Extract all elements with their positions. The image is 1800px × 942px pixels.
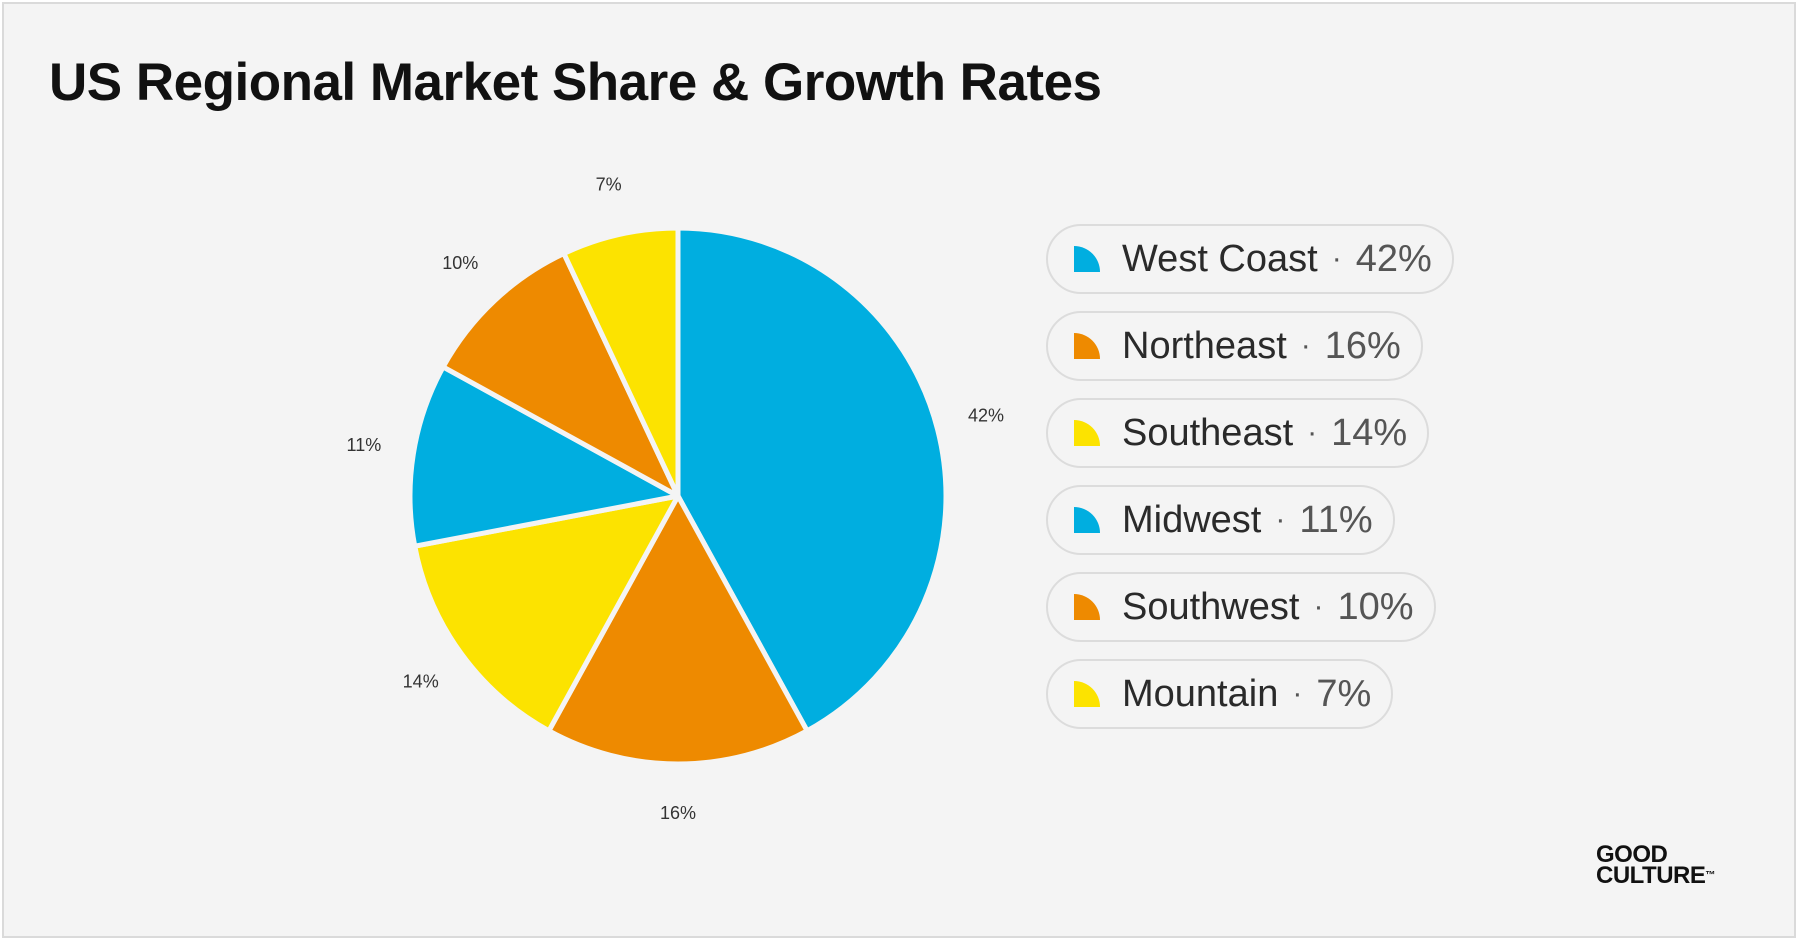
quarter-circle-icon [1074, 681, 1100, 707]
slice-label-mountain: 7% [596, 174, 622, 194]
quarter-circle-icon [1074, 333, 1100, 359]
quarter-circle-icon [1074, 594, 1100, 620]
legend-item-name: Southwest [1122, 585, 1300, 628]
legend-separator: · [1300, 329, 1311, 362]
legend-item-value: 10% [1337, 585, 1414, 628]
slice-label-northeast: 16% [660, 803, 696, 823]
pie-slice-northeast [546, 493, 810, 767]
slice-label-southeast: 14% [403, 672, 439, 692]
legend-item-name: Northeast [1122, 324, 1287, 367]
quarter-circle-icon [1074, 246, 1100, 272]
pie-slices [407, 225, 949, 767]
legend-item-mountain: Mountain · 7% [1046, 659, 1394, 729]
slice-label-southwest: 10% [442, 253, 478, 273]
good-culture-logo: GOOD CULTURE™ [1596, 841, 1715, 889]
legend-item-northeast: Northeast · 16% [1046, 311, 1423, 381]
legend: West Coast · 42% Northeast · 16% Southeast · 14%… [1046, 224, 1454, 729]
legend-item-southwest: Southwest · 10% [1046, 572, 1436, 642]
legend-item-name: West Coast [1122, 237, 1318, 280]
legend-item-value: 11% [1299, 498, 1373, 541]
legend-separator: · [1292, 677, 1303, 710]
quarter-circle-icon [1074, 420, 1100, 446]
legend-item-southeast: Southeast · 14% [1046, 398, 1430, 468]
slice-label-midwest: 11% [347, 435, 382, 455]
pie-slice-southwest [440, 251, 681, 499]
legend-item-value: 42% [1355, 237, 1432, 280]
pie-slice-mountain [561, 225, 681, 499]
legend-item-name: Southeast [1122, 411, 1294, 454]
legend-separator: · [1313, 590, 1324, 623]
quarter-circle-icon [1074, 507, 1100, 533]
legend-separator: · [1307, 416, 1318, 449]
chart-title: US Regional Market Share & Growth Rates [49, 53, 1102, 112]
legend-separator: · [1275, 503, 1286, 536]
legend-item-midwest: Midwest · 11% [1046, 485, 1395, 555]
slice-label-west-coast: 42% [968, 406, 1004, 426]
pie-slice-labels: 42% 16% 14% 11% 10% 7% [347, 174, 1004, 822]
legend-item-value: 7% [1316, 672, 1372, 715]
logo-line-2: CULTURE™ [1596, 862, 1715, 889]
pie-slice-southeast [412, 493, 681, 734]
legend-item-name: Midwest [1122, 498, 1262, 541]
pie-slice-midwest [407, 364, 681, 549]
legend-item-value: 16% [1324, 324, 1401, 367]
legend-separator: · [1331, 242, 1342, 275]
legend-item-name: Mountain [1122, 672, 1279, 715]
pie-slice-west-coast [675, 225, 949, 734]
logo-line-1: GOOD [1596, 841, 1668, 868]
legend-item-value: 14% [1331, 411, 1408, 454]
legend-item-west-coast: West Coast · 42% [1046, 224, 1454, 294]
